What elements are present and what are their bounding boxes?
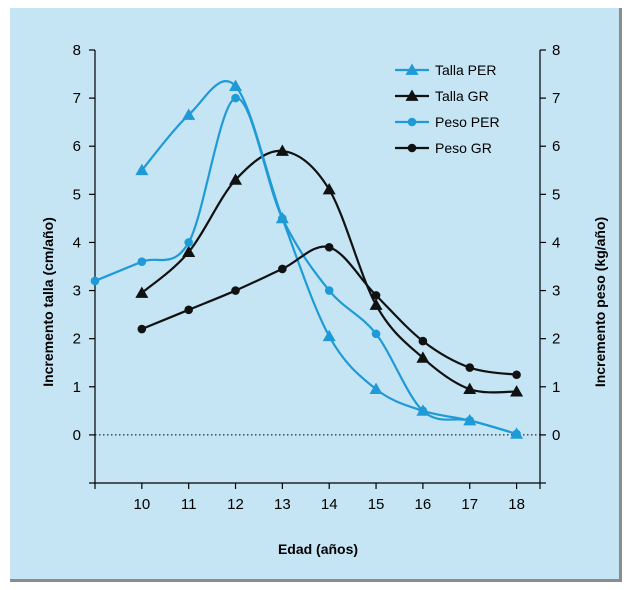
triangle-point [463,382,477,395]
triangle-point [182,245,196,257]
circle-point [278,264,287,274]
circle-point [512,370,521,380]
y-tick-label-right: 2 [552,331,560,348]
legend-label: Talla GR [435,88,489,104]
circle-point [512,429,521,439]
circle-point [465,363,475,372]
series-talla-per [135,79,524,439]
triangle-point [229,173,243,185]
series-line [94,97,517,435]
circle-point [184,238,193,247]
circle-point [137,324,147,334]
x-tick-label: 18 [508,496,525,513]
y-tick-label-left: 7 [73,90,81,107]
triangle-point [416,351,430,363]
y-tick-label-right: 6 [552,138,560,155]
legend-label: Talla PER [435,62,496,78]
legend-label: Peso PER [435,114,500,130]
y-tick-label-right: 3 [552,283,560,300]
circle-point [184,305,193,315]
triangle-point [322,183,336,195]
triangle-point [275,144,289,156]
circle-point [231,286,240,295]
triangle-point [182,108,196,120]
circle-point [418,336,428,346]
y-tick-label-left: 4 [73,234,81,251]
circle-point [371,329,381,339]
circle-point [278,214,287,223]
x-axis-label: Edad (años) [278,541,358,557]
y-tick-label-left: 0 [73,427,81,444]
y-tick-label-right: 7 [552,90,560,107]
legend-circle-icon [407,117,417,127]
y-tick-label-left: 3 [73,283,81,300]
circle-point [231,93,240,103]
x-tick-label: 10 [133,496,150,513]
series-talla-gr [135,144,524,397]
y-tick-label-left: 5 [73,186,81,203]
y-tick-label-right: 5 [552,186,560,203]
series-peso-gr [137,242,521,380]
y-tick-label-right: 8 [552,42,560,59]
triangle-point [369,298,383,310]
x-tick-label: 13 [274,496,291,513]
legend-item: Peso PER [395,114,500,130]
y-tick-label-right: 0 [552,427,560,444]
chart-panel: 0 0 1 1 2 2 3 3 4 4 5 5 6 6 7 7 8 8 10 11 12 13 14 15 16 17 18 Tal… [10,8,622,582]
legend-triangle-icon [405,89,419,101]
y-axis-right-label: Incremento peso (kg/año) [592,217,608,387]
x-tick-label: 11 [181,496,197,513]
y-tick-label-right: 4 [552,234,560,251]
y-tick-label-left: 1 [73,379,81,396]
triangle-point [322,329,336,342]
legend-item: Talla PER [395,62,496,78]
triangle-point [229,79,243,91]
legend-item: Peso GR [395,140,492,156]
circle-point [137,257,147,266]
series-line [141,245,517,376]
legend-item: Talla GR [395,88,489,104]
x-tick-label: 17 [461,496,478,513]
x-tick-label: 16 [415,496,432,513]
x-tick-label: 15 [368,496,385,513]
series-line [141,80,517,435]
y-axis-left-label: Incremento talla (cm/año) [40,217,56,387]
circle-point [324,286,334,295]
circle-point [465,416,475,425]
growth-chart: 0 01 12 23 34 45 56 67 78 810 11 12 13 14 15 16 17 18 Tal… [40,42,608,557]
legend-label: Peso GR [435,140,492,156]
x-tick-label: 14 [321,496,338,513]
x-tick-label: 12 [227,496,244,513]
triangle-point [135,163,149,176]
circle-point [371,291,381,300]
series-peso-per [90,93,521,439]
y-tick-label-left: 8 [73,42,81,59]
triangle-point [510,385,524,397]
legend-triangle-icon [405,63,419,75]
circle-point [90,276,100,286]
y-tick-label-left: 2 [73,331,81,348]
y-tick-label-left: 6 [73,138,81,155]
circle-point [418,406,428,416]
circle-point [324,242,334,252]
triangle-point [369,382,383,395]
triangle-point [135,286,149,298]
y-tick-label-right: 1 [552,379,560,396]
legend-circle-icon [407,143,417,153]
